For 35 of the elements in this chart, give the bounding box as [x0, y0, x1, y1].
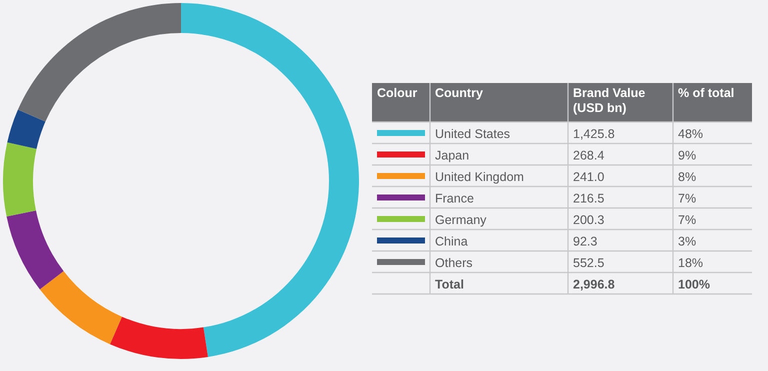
data-label: 200.3	[573, 213, 604, 227]
legend-label: United Kingdom	[435, 170, 524, 184]
donut-slice	[7, 110, 46, 149]
donut-slice	[18, 3, 181, 122]
donut-slice	[6, 210, 64, 290]
data-label: 92.3	[573, 234, 598, 248]
legend-label: Germany	[435, 213, 488, 227]
text: Country	[435, 86, 483, 100]
text: 100%	[678, 278, 710, 292]
data-label: 216.5	[573, 192, 604, 206]
text: 7%	[678, 213, 696, 227]
text: % of total	[678, 86, 734, 100]
data-label: 268.4	[573, 148, 604, 162]
legend-label: Others	[435, 256, 473, 270]
text: 3%	[678, 234, 696, 248]
text: 8%	[678, 170, 696, 184]
text: Brand Value (USD bn)	[573, 86, 646, 115]
text: 7%	[678, 192, 696, 206]
text: 2,996.8	[573, 278, 615, 292]
data-label: 1,425.8	[573, 127, 615, 141]
donut-slice	[181, 3, 359, 357]
text: 18%	[678, 256, 704, 270]
legend-label: United States	[435, 127, 510, 141]
legend-label: Japan	[435, 148, 470, 162]
text: Total	[435, 278, 464, 292]
legend-label: China	[435, 234, 468, 248]
donut-slice	[3, 142, 37, 217]
data-label: 241.0	[573, 170, 604, 184]
legend-label: France	[435, 192, 474, 206]
text: Colour	[377, 86, 418, 100]
donut-slice	[110, 316, 208, 359]
text: 9%	[678, 148, 696, 162]
donut-slice	[40, 271, 122, 344]
data-label: 552.5	[573, 256, 604, 270]
text: 48%	[678, 127, 704, 141]
